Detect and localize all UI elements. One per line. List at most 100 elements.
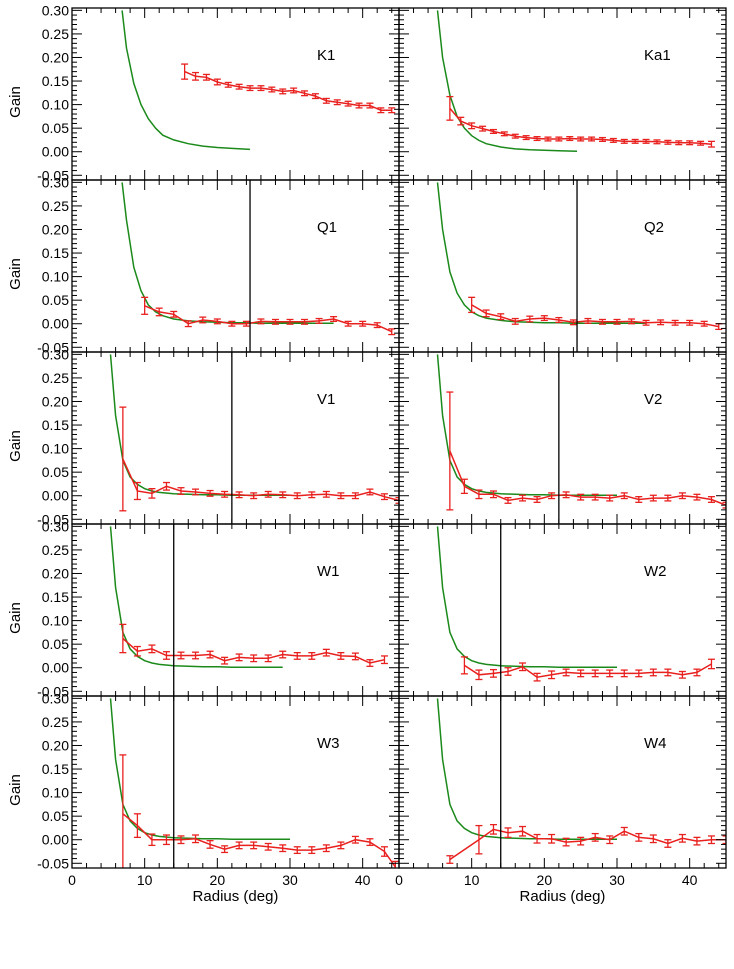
data-point xyxy=(446,391,454,511)
data-point xyxy=(301,318,309,325)
y-tick-label: 0.15 xyxy=(42,245,69,261)
y-tick-label: 0.00 xyxy=(42,316,69,332)
data-point xyxy=(264,490,272,498)
data-point xyxy=(250,492,258,500)
data-point xyxy=(555,136,563,142)
y-tick-label: 0.20 xyxy=(42,221,69,237)
data-point xyxy=(250,841,258,850)
data-point xyxy=(170,310,178,318)
data-point xyxy=(337,492,345,500)
data-point xyxy=(119,406,127,512)
data-point xyxy=(562,491,570,499)
y-tick-label: 0.20 xyxy=(42,565,69,581)
data-point xyxy=(322,97,330,104)
data-point xyxy=(155,307,163,317)
x-tick-label: 30 xyxy=(282,872,298,888)
panel-w1: -0.05 0.00 0.05 0.10 0.15 0.20 0.25 0.30 W1 Gain xyxy=(7,518,400,699)
data-point xyxy=(322,844,330,853)
y-axis-title: Gain xyxy=(7,86,24,118)
y-tick-label: 0.15 xyxy=(42,73,69,89)
plot-area xyxy=(436,524,715,696)
data-point xyxy=(184,320,192,328)
data-point xyxy=(584,317,592,324)
data-point xyxy=(533,672,541,682)
data-point xyxy=(548,833,556,844)
data-point xyxy=(181,63,189,80)
data-point xyxy=(322,648,330,657)
x-tick-label: 20 xyxy=(210,872,226,888)
data-point xyxy=(344,100,352,107)
model-curve-line xyxy=(436,354,617,497)
data-point xyxy=(235,653,243,662)
data-point xyxy=(544,136,552,142)
y-tick-label: 0.20 xyxy=(42,393,69,409)
y-tick-label: -0.05 xyxy=(37,683,69,699)
data-point xyxy=(489,668,497,678)
data-point xyxy=(707,658,715,670)
data-point xyxy=(482,309,490,318)
data-point xyxy=(380,655,388,665)
data-point xyxy=(242,320,250,327)
data-point xyxy=(664,494,672,502)
data-point xyxy=(148,833,156,847)
data-point xyxy=(533,833,541,844)
y-tick-label: 0.05 xyxy=(42,120,69,136)
data-point xyxy=(228,320,236,327)
data-point xyxy=(235,83,243,90)
y-tick-label: -0.05 xyxy=(37,167,69,183)
model-curve-line xyxy=(109,354,290,497)
data-point xyxy=(722,501,726,509)
panel-frame xyxy=(398,523,727,697)
data-point xyxy=(315,317,323,324)
data-point xyxy=(264,842,272,851)
data-point xyxy=(519,825,527,837)
data-point xyxy=(606,494,614,502)
data-point xyxy=(671,319,679,326)
data-point xyxy=(279,844,287,853)
data-point xyxy=(366,488,374,496)
model-curve-line xyxy=(436,182,647,325)
data-point xyxy=(213,318,221,325)
data-point xyxy=(566,135,574,142)
data-point xyxy=(613,318,621,325)
data-point xyxy=(133,813,141,839)
data-point xyxy=(268,86,276,93)
data-point xyxy=(511,317,519,325)
data-point xyxy=(199,316,207,324)
data-point xyxy=(628,318,636,325)
y-tick-label: 0.10 xyxy=(42,785,69,801)
plot-area xyxy=(436,352,726,524)
data-point xyxy=(293,651,301,660)
data-point xyxy=(635,669,643,678)
plot-area xyxy=(436,180,723,352)
data-point xyxy=(591,832,599,842)
data-point xyxy=(351,652,359,661)
data-point xyxy=(664,139,672,145)
data-point xyxy=(148,488,156,499)
panel-label: V1 xyxy=(317,391,335,408)
data-point xyxy=(366,838,374,847)
data-point xyxy=(722,835,726,845)
y-tick-label: 0.25 xyxy=(42,542,69,558)
plot-area xyxy=(121,180,396,352)
data-point xyxy=(697,140,705,146)
panel-label: V2 xyxy=(644,391,662,408)
data-point xyxy=(246,85,254,92)
data-point xyxy=(540,315,548,322)
y-tick-label: 0.05 xyxy=(42,808,69,824)
y-tick-label: 0.10 xyxy=(42,613,69,629)
panel-frame xyxy=(71,523,400,697)
data-point xyxy=(468,122,476,130)
data-point xyxy=(162,834,170,846)
data-point xyxy=(489,128,497,134)
data-series-line xyxy=(122,458,399,502)
y-axis-title: Gain xyxy=(7,430,24,462)
data-point xyxy=(693,836,701,846)
data-point xyxy=(279,650,287,659)
y-tick-label: 0.25 xyxy=(42,370,69,386)
data-point xyxy=(148,644,156,654)
data-point xyxy=(591,493,599,501)
x-tick-label: 20 xyxy=(537,872,553,888)
data-point xyxy=(500,131,508,137)
